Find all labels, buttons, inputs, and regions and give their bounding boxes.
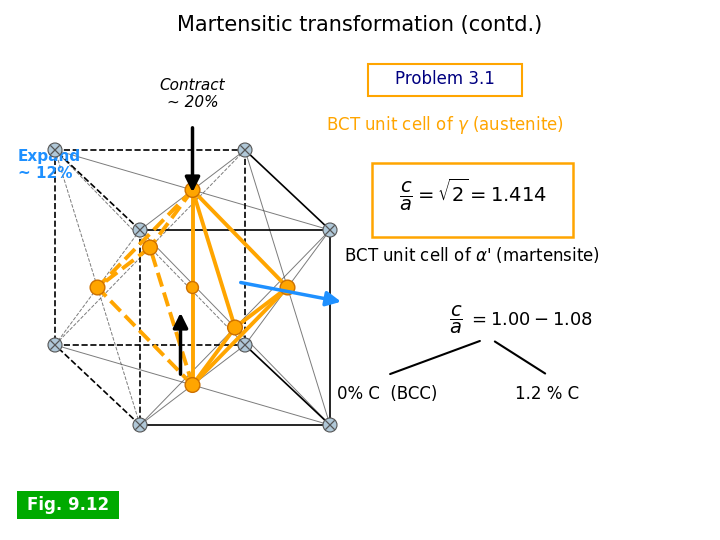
Text: 1.2 % C: 1.2 % C: [516, 385, 580, 403]
FancyBboxPatch shape: [368, 64, 522, 96]
Circle shape: [238, 338, 252, 352]
Text: Expand
~ 12%: Expand ~ 12%: [18, 149, 81, 181]
Text: Contract
~ 20%: Contract ~ 20%: [160, 78, 225, 110]
Circle shape: [323, 223, 337, 237]
FancyBboxPatch shape: [17, 491, 119, 519]
Circle shape: [185, 183, 200, 197]
Text: $\dfrac{c}{a} = \sqrt{2} = 1.414$: $\dfrac{c}{a} = \sqrt{2} = 1.414$: [399, 177, 546, 213]
Circle shape: [143, 240, 158, 255]
Circle shape: [228, 320, 243, 335]
Text: Problem 3.1: Problem 3.1: [395, 70, 495, 88]
Circle shape: [238, 143, 252, 157]
Text: BCT unit cell of $\alpha$' (martensite): BCT unit cell of $\alpha$' (martensite): [344, 245, 600, 265]
Text: BCT unit cell of $\gamma$ (austenite): BCT unit cell of $\gamma$ (austenite): [326, 114, 564, 136]
Text: $\dfrac{c}{a}$: $\dfrac{c}{a}$: [449, 304, 462, 336]
Circle shape: [185, 377, 200, 393]
FancyBboxPatch shape: [372, 163, 573, 237]
Circle shape: [186, 281, 199, 293]
Circle shape: [280, 280, 295, 295]
Circle shape: [90, 280, 105, 295]
Circle shape: [133, 418, 147, 432]
Circle shape: [48, 143, 62, 157]
Circle shape: [133, 223, 147, 237]
Text: 0% C  (BCC): 0% C (BCC): [337, 385, 438, 403]
Circle shape: [323, 418, 337, 432]
Text: Martensitic transformation (contd.): Martensitic transformation (contd.): [177, 15, 543, 35]
Text: Fig. 9.12: Fig. 9.12: [27, 496, 109, 514]
Circle shape: [48, 338, 62, 352]
Text: $= 1.00 - 1.08$: $= 1.00 - 1.08$: [467, 311, 593, 329]
